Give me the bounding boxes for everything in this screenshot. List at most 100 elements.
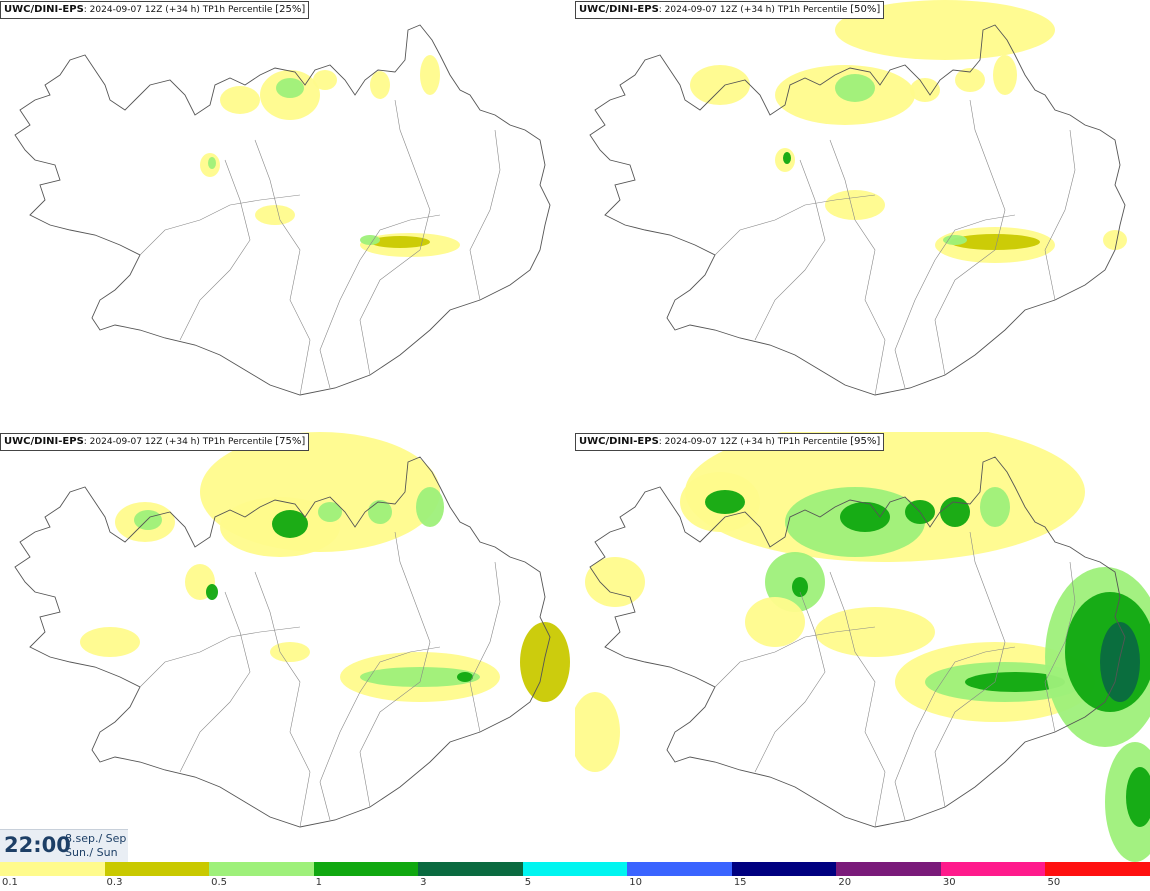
run-info: : 2024-09-07 12Z (+34 h) TP1h Percentile <box>658 437 851 447</box>
map-panel-25: UWC/DINI-EPS: 2024-09-07 12Z (+34 h) TP1… <box>0 0 575 430</box>
model-name: UWC/DINI-EPS <box>579 436 659 447</box>
precip-area <box>360 235 380 245</box>
road-line <box>754 591 826 773</box>
precip-area <box>313 70 337 90</box>
precip-area <box>1126 767 1150 827</box>
precip-area <box>575 692 620 772</box>
panel-title: UWC/DINI-EPS: 2024-09-07 12Z (+34 h) TP1… <box>575 1 885 19</box>
run-info: : 2024-09-07 12Z (+34 h) TP1h Percentile <box>658 5 851 15</box>
road-line <box>894 214 1016 389</box>
iceland-map-25 <box>14 24 551 396</box>
precip-area <box>910 78 940 102</box>
precip-area <box>276 78 304 98</box>
precip-area <box>690 65 750 105</box>
model-name: UWC/DINI-EPS <box>579 4 659 15</box>
run-info: : 2024-09-07 12Z (+34 h) TP1h Percentile <box>83 437 276 447</box>
precip-area <box>1103 230 1127 250</box>
precip-area <box>950 234 1040 250</box>
road-line <box>319 646 441 821</box>
precip-area <box>220 86 260 114</box>
precip-area <box>416 487 444 527</box>
coastline <box>589 456 1126 828</box>
precip-area <box>370 71 390 99</box>
road-line <box>1044 561 1076 733</box>
map-panel-75: UWC/DINI-EPS: 2024-09-07 12Z (+34 h) TP1… <box>0 432 575 862</box>
percentile-label: [25%] <box>275 4 306 15</box>
road-line <box>894 646 1016 821</box>
road-line <box>179 159 251 341</box>
precip-area <box>370 236 430 248</box>
precip-area <box>940 497 970 527</box>
road-line <box>469 561 501 733</box>
model-name: UWC/DINI-EPS <box>4 436 84 447</box>
road-line <box>469 129 501 301</box>
colorbar-tick-label: 0.5 <box>211 877 227 888</box>
precip-area <box>792 577 808 597</box>
colorbar-tick-label: 10 <box>629 877 642 888</box>
precip-area <box>705 490 745 514</box>
run-info: : 2024-09-07 12Z (+34 h) TP1h Percentile <box>83 5 276 15</box>
colorbar-tick-label: 0.1 <box>2 877 18 888</box>
precip-area <box>80 627 140 657</box>
road-line <box>714 194 876 256</box>
precip-area <box>815 607 935 657</box>
colorbar-segment <box>731 862 837 876</box>
precip-area <box>943 235 967 245</box>
road-line <box>1044 129 1076 301</box>
road-line <box>179 591 251 773</box>
colorbar-segment <box>522 862 628 876</box>
precip-area <box>420 55 440 95</box>
colorbar-tick-label: 1 <box>315 877 322 888</box>
colorbar-segment <box>313 862 419 876</box>
precip-area <box>368 500 392 524</box>
colorbar-segment <box>418 862 523 876</box>
precip-area <box>955 68 985 92</box>
road-line <box>359 99 431 376</box>
map-panel-95: UWC/DINI-EPS: 2024-09-07 12Z (+34 h) TP1… <box>575 432 1150 862</box>
precip-area <box>206 584 218 600</box>
colorbar-tick-label: 15 <box>733 877 747 888</box>
colorbar-segment <box>209 862 314 876</box>
colorbar-tick-label: 0.3 <box>106 877 123 888</box>
precip-area <box>783 152 791 164</box>
coastline <box>14 24 551 396</box>
road-line <box>139 194 301 256</box>
panel-title: UWC/DINI-EPS: 2024-09-07 12Z (+34 h) TP1… <box>0 433 310 451</box>
precip-area <box>745 597 805 647</box>
date-line-1: 8.sep./ Sep <box>65 832 127 845</box>
road-line <box>829 571 886 828</box>
coastline <box>14 456 551 828</box>
road-line <box>714 626 876 688</box>
road-line <box>359 531 431 808</box>
precip-area <box>270 642 310 662</box>
colorbar-segment <box>1045 862 1150 876</box>
iceland-map-75 <box>14 432 570 828</box>
road-line <box>934 99 1006 376</box>
map-panel-50: UWC/DINI-EPS: 2024-09-07 12Z (+34 h) TP1… <box>575 0 1150 430</box>
precip-area <box>825 190 885 220</box>
panel-title: UWC/DINI-EPS: 2024-09-07 12Z (+34 h) TP1… <box>575 433 885 451</box>
precip-area <box>255 205 295 225</box>
road-line <box>254 571 311 828</box>
valid-date: 8.sep./ Sep Sun./ Sun <box>65 832 126 860</box>
precip-area <box>457 672 473 682</box>
precip-area <box>208 157 216 169</box>
road-line <box>934 531 1006 808</box>
precip-area <box>840 502 890 532</box>
colorbar-tick-label: 3 <box>420 877 427 888</box>
iceland-map-95 <box>575 432 1150 862</box>
valid-time: 22:00 <box>4 833 71 857</box>
precip-area <box>993 55 1017 95</box>
colorbar-segment <box>940 862 1046 876</box>
precip-area <box>318 502 342 522</box>
colorbar-tick-label: 5 <box>524 877 532 888</box>
precip-area <box>1100 622 1140 702</box>
colorbar-ticks: 0.1 0.3 0.5 1 3 5 10 15 20 30 50 <box>0 877 1150 891</box>
precip-area <box>835 0 1055 60</box>
road-line <box>319 214 441 389</box>
precip-area <box>134 510 162 530</box>
coastline <box>589 24 1126 396</box>
precip-area <box>272 510 308 538</box>
percentile-label: [75%] <box>275 436 306 447</box>
colorbar-tick-label: 30 <box>942 877 956 888</box>
